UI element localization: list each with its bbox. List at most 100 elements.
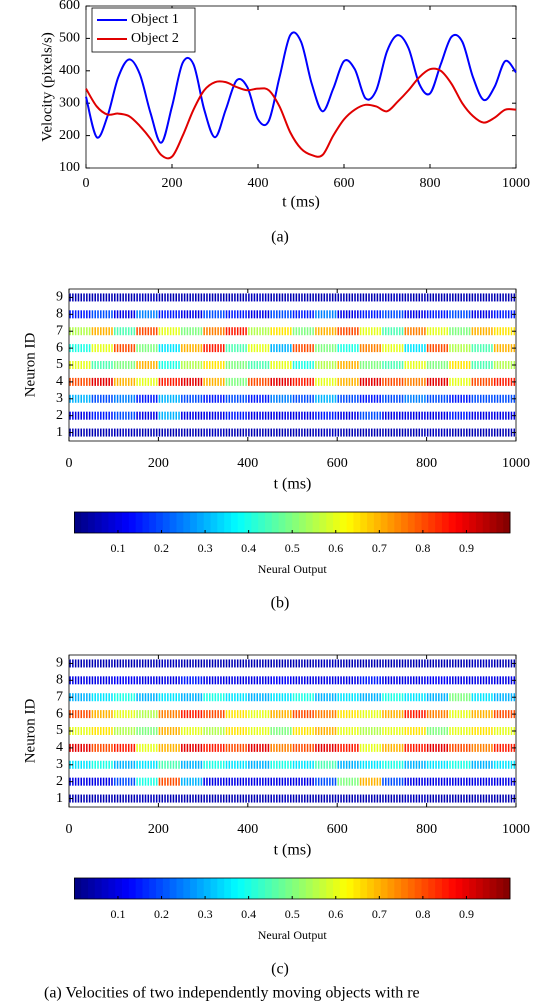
spike-cell — [337, 794, 359, 803]
spike-cell — [225, 428, 247, 437]
colorbar-step — [115, 512, 123, 533]
spike-cell — [292, 659, 314, 668]
colorbar-step — [312, 512, 320, 533]
spike-cell — [426, 659, 448, 668]
colorbar-step — [122, 878, 130, 899]
spike-cell — [270, 727, 292, 735]
spike-cell — [158, 394, 180, 403]
spike-cell — [337, 743, 359, 752]
colorbar-step — [244, 878, 252, 899]
spike-cell — [248, 310, 270, 319]
spike-cell — [359, 327, 381, 336]
spike-cell — [404, 394, 426, 403]
spike-cell — [114, 394, 136, 403]
colorbar-step — [299, 512, 307, 533]
colorbar-step — [394, 878, 402, 899]
spike-cell — [337, 710, 359, 719]
spike-cell — [471, 428, 493, 437]
x-tick-label: 400 — [237, 822, 258, 837]
spike-cell — [292, 344, 314, 353]
spike-cell — [292, 377, 314, 386]
colorbar-step — [333, 878, 341, 899]
colorbar-step — [162, 878, 171, 899]
spike-cell — [449, 693, 471, 702]
y-tick-label: 7 — [56, 323, 63, 338]
spike-cell — [471, 411, 493, 420]
spike-cell — [292, 743, 314, 752]
spike-cell — [449, 777, 471, 786]
spike-cell — [270, 710, 292, 719]
spike-cell — [426, 676, 448, 685]
y-tick-label: 200 — [59, 128, 80, 143]
spike-cell — [91, 344, 113, 353]
spike-cell — [181, 743, 203, 752]
spike-cell — [225, 293, 247, 302]
legend-label: Object 2 — [131, 31, 179, 46]
x-tick-label: 0 — [83, 176, 90, 191]
y-tick-label: 600 — [59, 0, 80, 13]
spike-cell — [225, 693, 247, 702]
spike-cell — [426, 693, 448, 702]
spike-cell — [203, 361, 225, 369]
spike-cell — [382, 760, 404, 769]
colorbar-step — [162, 512, 171, 533]
x-axis-label: t (ms) — [282, 194, 320, 211]
colorbar-step — [128, 512, 137, 533]
spike-cell — [203, 327, 225, 336]
spike-cell — [426, 344, 448, 353]
spike-cell — [248, 659, 270, 668]
spike-cell — [471, 777, 493, 786]
spike-cell — [136, 743, 158, 752]
spike-cell — [382, 794, 404, 803]
y-tick-label: 5 — [56, 723, 63, 738]
colorbar-step — [367, 878, 375, 899]
spike-cell — [449, 394, 471, 403]
spike-cell — [270, 676, 292, 685]
spike-cell — [471, 743, 493, 752]
spike-cell — [359, 794, 381, 803]
spike-cell — [225, 361, 247, 369]
spike-cell — [114, 344, 136, 353]
spike-cell — [292, 361, 314, 369]
colorbar-step — [101, 512, 109, 533]
spike-cell — [114, 743, 136, 752]
colorbar-tick-label: 0.7 — [372, 541, 387, 555]
colorbar-step — [230, 878, 239, 899]
spike-cell — [382, 344, 404, 353]
colorbar-step — [346, 878, 354, 899]
colorbar-tick-label: 0.8 — [415, 541, 430, 555]
spike-cell — [315, 777, 337, 786]
spike-cell — [471, 760, 493, 769]
spike-cell — [337, 693, 359, 702]
spike-cell — [91, 394, 113, 403]
colorbar-step — [264, 878, 273, 899]
spike-cell — [382, 327, 404, 336]
spike-cell — [181, 676, 203, 685]
spike-cell — [359, 377, 381, 386]
spike-cell — [248, 327, 270, 336]
spike-cell — [449, 293, 471, 302]
colorbar-step — [156, 512, 164, 533]
spike-cell — [471, 344, 493, 353]
spike-cell — [114, 327, 136, 336]
spike-cell — [292, 710, 314, 719]
spike-cell — [449, 310, 471, 319]
spike-cell — [426, 794, 448, 803]
colorbar-step — [88, 512, 96, 533]
spike-cell — [270, 327, 292, 336]
colorbar-step — [435, 878, 443, 899]
spike-cell — [359, 310, 381, 319]
spike-cell — [248, 377, 270, 386]
spike-cell — [493, 361, 516, 369]
spike-cell — [181, 693, 203, 702]
colorbar-tick-label: 0.5 — [285, 541, 300, 555]
spike-cell — [203, 293, 225, 302]
colorbar-step — [224, 878, 232, 899]
y-tick-label: 2 — [56, 408, 63, 423]
spike-cell — [359, 428, 381, 437]
colorbar-step — [88, 878, 96, 899]
colorbar-tick-label: 0.3 — [198, 907, 213, 921]
colorbar-step — [373, 878, 382, 899]
spike-cell — [404, 760, 426, 769]
spike-cell — [158, 727, 180, 735]
